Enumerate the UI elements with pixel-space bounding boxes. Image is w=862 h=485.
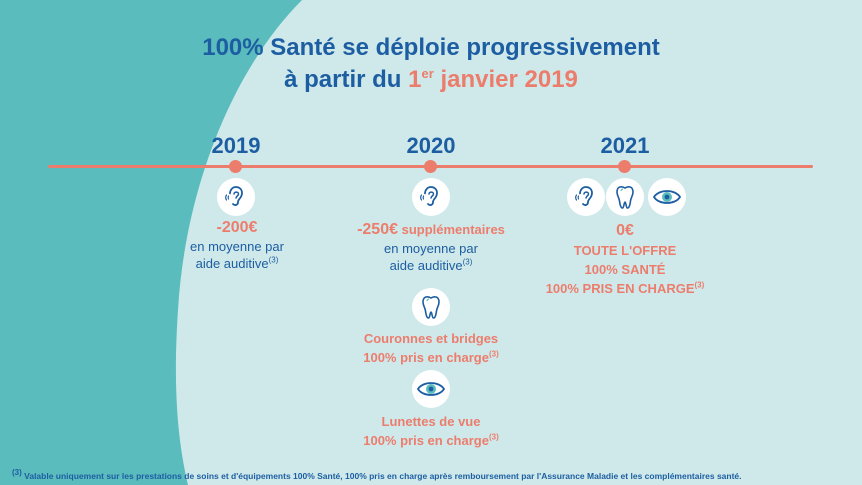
optical-line1: Lunettes de vue [381, 414, 481, 429]
ear-icon [567, 178, 605, 216]
amount-2019: -200€ [216, 219, 258, 236]
col-2020: -250€ supplémentaires en moyenne par aid… [336, 220, 526, 274]
col-2021: 0€ TOUTE L'OFFRE 100% SANTÉ 100% PRIS EN… [540, 221, 710, 298]
year-2020: 2020 [406, 133, 456, 158]
optical-line2: 100% pris en charge(3) [363, 432, 499, 448]
ear-icon [217, 178, 255, 216]
tooth-icon [606, 178, 644, 216]
optical-block: Lunettes de vue 100% pris en charge(3) [336, 412, 526, 450]
tooth-icon [412, 288, 450, 326]
offer-line3: 100% PRIS EN CHARGE(3) [545, 280, 705, 296]
offer-line2: 100% SANTÉ [584, 262, 666, 277]
year-2021: 2021 [600, 133, 650, 158]
offer-line1: TOUTE L'OFFRE [573, 243, 677, 258]
year-2019: 2019 [211, 133, 261, 158]
timeline-dot-2021 [618, 160, 631, 173]
timeline-dot-2020 [424, 160, 437, 173]
dental-block: Couronnes et bridges 100% pris en charge… [336, 329, 526, 367]
eye-icon [412, 370, 450, 408]
dental-line2: 100% pris en charge(3) [363, 349, 499, 365]
eye-icon [648, 178, 686, 216]
col-2019: -200€ en moyenne par aide auditive(3) [167, 218, 307, 272]
amount-2021: 0€ [616, 222, 634, 239]
timeline-dot-2019 [229, 160, 242, 173]
title-line-1: 100% Santé se déploie progressivement [202, 34, 660, 61]
footnote: (3) Valable uniquement sur les prestatio… [12, 468, 742, 481]
amount-2020: -250€ supplémentaires [357, 221, 505, 238]
ear-icon [412, 178, 450, 216]
dental-line1: Couronnes et bridges [363, 331, 499, 346]
title-line-2: à partir du 1er janvier 2019 [284, 66, 578, 93]
text-2020-line1: en moyenne par [384, 241, 478, 256]
text-2020-line2: aide auditive(3) [389, 257, 473, 273]
text-2019-line2: aide auditive(3) [195, 255, 279, 271]
text-2019-line1: en moyenne par [190, 239, 284, 254]
